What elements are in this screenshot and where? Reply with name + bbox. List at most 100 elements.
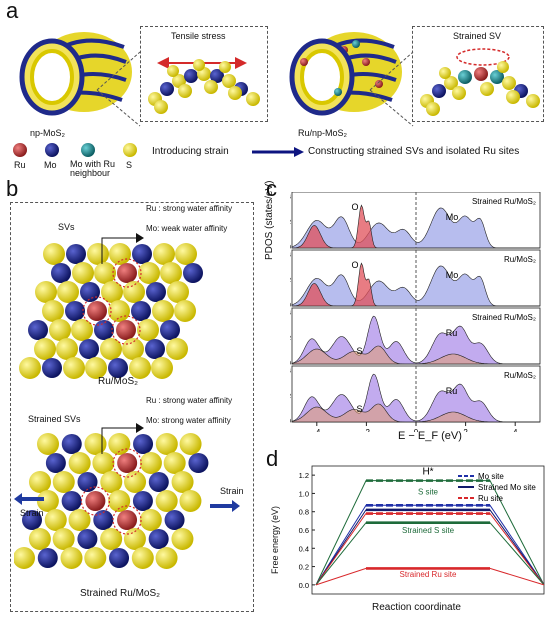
- pdos-peak-label: Mo: [446, 270, 459, 280]
- s-atom: [49, 319, 71, 341]
- pdos-subplot-title: Strained Ru/MoS₂: [472, 313, 536, 322]
- energy-legend-label: Mo site: [478, 472, 504, 481]
- mo-atom: [145, 339, 165, 359]
- s-atom: [100, 338, 122, 360]
- energy-hstar-label: H*: [422, 467, 433, 478]
- mo-atom: [146, 282, 166, 302]
- s-atom: [44, 509, 67, 531]
- energy-annotation: S site: [418, 488, 439, 497]
- panel-label-a: a: [6, 0, 19, 23]
- pdos-curve: [291, 262, 540, 307]
- energy-annotation: Strained Ru site: [400, 570, 457, 579]
- mo-atom: [79, 339, 99, 359]
- mo-atom: [28, 320, 48, 340]
- s-atom: [72, 262, 94, 284]
- s-atom: [171, 471, 194, 493]
- vacancy-ring: [112, 448, 142, 478]
- caption-ru-np-mos2: Ru/np-MoS₂: [298, 128, 348, 138]
- s-atom: [108, 433, 131, 455]
- pdos-ytick: 0.2: [290, 393, 291, 400]
- pdos-peak-label: O: [352, 202, 359, 212]
- pdos-ytick: 0.0: [290, 244, 291, 251]
- energy-ytick: 1.0: [299, 489, 309, 498]
- ru-atom: [117, 510, 138, 530]
- mo-atom: [164, 510, 185, 530]
- mo-atom: [148, 529, 169, 549]
- s-atom: [167, 281, 189, 303]
- pdos-curve: [291, 204, 540, 249]
- energy-annotation: Strained S site: [402, 526, 455, 535]
- s-atom: [174, 300, 196, 322]
- mo-with-ru-atom-icon: [81, 143, 95, 157]
- s-atom: [122, 338, 144, 360]
- s-atom: [29, 471, 51, 493]
- s-atom: [100, 471, 123, 493]
- note-top-ru: Ru : strong water affinity: [146, 204, 233, 213]
- s-atom: [87, 243, 109, 265]
- s-atom: [42, 300, 64, 322]
- s-atom: [71, 319, 93, 341]
- mo-atom: [37, 548, 58, 568]
- pdos-peak-label: S: [356, 404, 362, 414]
- vacancy-ring: [80, 486, 111, 516]
- legend-mo: Mo: [44, 160, 57, 170]
- s-atom: [153, 243, 175, 265]
- pdos-ytick: 0.4: [290, 368, 291, 375]
- legend-ru: Ru: [14, 160, 26, 170]
- s-atom: [34, 338, 56, 360]
- step-introducing-strain: Introducing strain: [152, 146, 229, 157]
- s-atom: [84, 433, 107, 455]
- inset-title-tensile: Tensile stress: [171, 31, 226, 41]
- s-atom: [139, 452, 162, 474]
- s-atom: [138, 262, 160, 284]
- mo-atom: [45, 453, 66, 473]
- pdos-xlabel: E − E_F (eV): [398, 430, 462, 442]
- note-top-mo: Mo: weak water affinity: [146, 224, 228, 233]
- s-atom: [100, 528, 123, 550]
- pdos-ylabel: PDOS (states/eV): [264, 180, 275, 260]
- s-atom: [37, 433, 59, 455]
- s-atom: [151, 357, 173, 379]
- s-atom: [85, 357, 107, 379]
- s-atom: [109, 243, 131, 265]
- energy-ytick: 0.8: [299, 508, 309, 517]
- vacancy-ring: [82, 296, 112, 326]
- s-atom: [163, 452, 186, 474]
- s-atom: [28, 528, 51, 550]
- s-atom: [124, 471, 147, 493]
- caption-np-mos2: np-MoS₂: [30, 128, 66, 138]
- mo-atom: [109, 548, 130, 568]
- pdos-ytick: 0.0: [290, 360, 291, 367]
- mo-atom: [93, 510, 114, 530]
- energy-legend-label: Strained Mo site: [478, 483, 536, 492]
- energy-ytick: 0.0: [299, 581, 309, 590]
- mo-atom: [131, 301, 151, 321]
- s-atom: [166, 338, 188, 360]
- pdos-figure: Strained Ru/MoS₂ O Mo 0.0 0.2 0.4 Ru/MoS₂ O Mo 0.…: [290, 192, 541, 432]
- pdos-ytick: 0.2: [290, 335, 291, 342]
- pdos-xtick: -2: [363, 428, 371, 432]
- energy-legend-label: Ru site: [478, 494, 503, 503]
- vacancy-ring: [112, 505, 142, 535]
- pdos-ytick: 0.4: [290, 194, 291, 201]
- s-atom-icon: [123, 143, 137, 157]
- mo-atom-icon: [45, 143, 59, 157]
- panel-label-c: c: [266, 176, 277, 201]
- s-atom: [123, 528, 146, 550]
- pdos-xtick: 0: [414, 428, 419, 432]
- atom-legend: Ru Mo Mo with Ru neighbour S Introducing…: [0, 140, 550, 178]
- pdos-peak-label: S: [356, 346, 362, 356]
- mo-atom: [42, 358, 62, 378]
- ru-atom-icon: [13, 143, 27, 157]
- energy-xlabel: Reaction coordinate: [372, 602, 461, 613]
- s-atom: [63, 357, 85, 379]
- s-atom: [129, 357, 151, 379]
- panel-b-frame: [10, 202, 254, 612]
- ru-atom: [117, 263, 137, 283]
- s-atom: [57, 281, 79, 303]
- mo-atom: [61, 434, 82, 454]
- pdos-peak-label: O: [352, 260, 359, 270]
- note-bottom-mo: Mo: strong water affinity: [146, 416, 231, 425]
- pdos-xtick: 4: [513, 428, 518, 432]
- caption-ru-mos2: Ru/MoS₂: [98, 376, 139, 387]
